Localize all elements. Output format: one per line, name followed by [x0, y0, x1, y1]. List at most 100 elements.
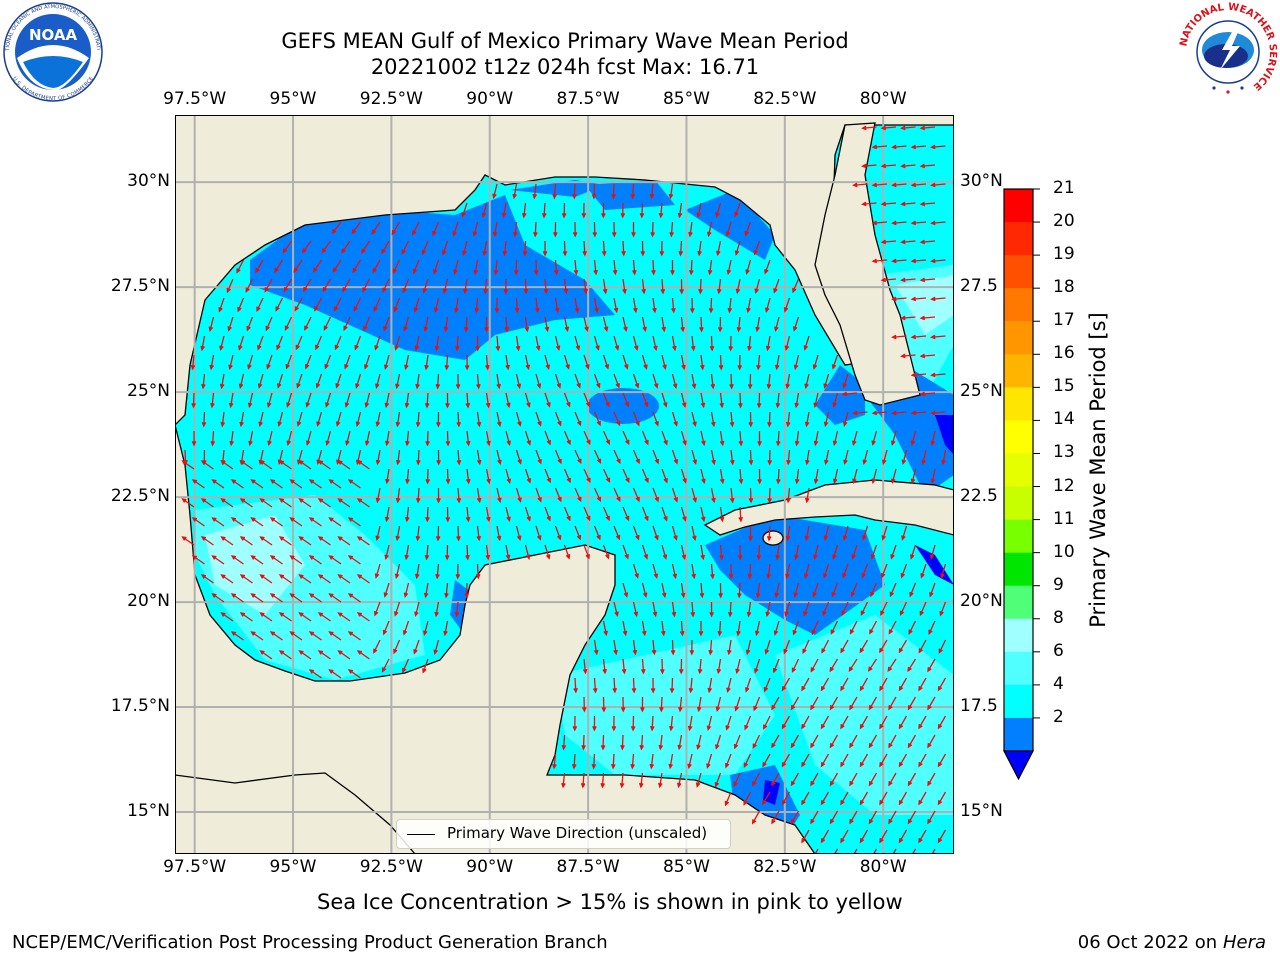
wave-arrow	[574, 525, 582, 541]
wave-arrow	[829, 696, 839, 711]
wave-arrow	[810, 734, 819, 749]
wave-arrow	[229, 430, 234, 447]
wave-arrow	[415, 411, 421, 428]
wave-arrow	[751, 810, 761, 825]
wave-arrow	[774, 316, 780, 333]
wave-arrow	[574, 411, 582, 427]
wave-arrow	[862, 525, 869, 541]
wave-arrow	[554, 373, 562, 389]
wave-arrow	[859, 639, 869, 654]
wave-arrow	[880, 601, 888, 616]
wave-arrow	[513, 221, 518, 238]
colorbar-frame	[1003, 188, 1034, 752]
wave-arrow	[415, 487, 421, 504]
wave-arrow	[289, 631, 303, 641]
wave-arrow	[668, 715, 674, 732]
wave-arrow	[622, 392, 630, 408]
wave-arrow	[853, 848, 858, 854]
wave-arrow	[535, 487, 542, 503]
wave-arrow	[476, 449, 482, 466]
wave-arrow	[804, 487, 810, 504]
wave-arrow	[688, 677, 694, 694]
wave-arrow	[533, 259, 539, 276]
wave-arrow	[513, 259, 519, 276]
wave-arrow	[455, 335, 460, 352]
wave-arrow	[211, 479, 225, 489]
wave-arrow	[729, 487, 735, 504]
wave-arrow	[841, 601, 849, 617]
wave-arrow	[651, 259, 656, 276]
wave-arrow	[574, 449, 582, 465]
wave-arrow	[861, 163, 877, 169]
wave-arrow	[719, 506, 725, 523]
wave-arrow	[700, 430, 706, 447]
wave-arrow	[356, 612, 370, 622]
wave-arrow	[652, 525, 659, 541]
wave-arrow	[341, 240, 351, 254]
wave-arrow	[813, 544, 819, 561]
wave-arrow	[591, 753, 597, 770]
wave-arrow	[652, 335, 658, 352]
wave-arrow	[700, 354, 705, 371]
wave-arrow	[356, 460, 370, 470]
wave-arrow	[790, 772, 800, 787]
wave-arrow	[784, 335, 791, 352]
wave-arrow	[422, 658, 429, 674]
wave-arrow	[275, 297, 284, 312]
wave-arrow	[730, 449, 735, 466]
wave-arrow	[801, 715, 810, 730]
wave-arrow	[259, 650, 273, 660]
wave-arrow	[898, 677, 908, 692]
wave-arrow	[880, 125, 897, 131]
period-band-9s	[205, 275, 954, 615]
wave-arrow	[502, 240, 508, 257]
wave-arrow	[918, 791, 927, 806]
wave-arrow	[900, 563, 908, 579]
lat-tick-right-0: 30°N	[960, 171, 1003, 192]
colorbar-tick-11: 10	[1053, 541, 1075, 562]
wave-arrow	[347, 479, 361, 489]
wave-arrow	[632, 449, 640, 465]
wave-arrow	[880, 163, 897, 169]
wave-arrow	[602, 620, 608, 637]
wave-arrow	[696, 734, 702, 751]
wave-arrow	[476, 373, 481, 390]
wave-arrow	[361, 240, 371, 255]
wave-arrow	[907, 734, 917, 749]
footer-date: 06 Oct 2022 on	[1077, 932, 1223, 953]
wave-arrow	[600, 772, 606, 789]
wave-arrow	[239, 460, 253, 470]
wave-arrow	[328, 669, 342, 679]
wave-arrow	[374, 335, 381, 351]
wave-arrow	[553, 259, 559, 276]
wave-arrow	[649, 183, 655, 200]
wave-arrow	[395, 487, 401, 504]
wave-arrow	[613, 411, 621, 427]
wave-arrow	[763, 715, 771, 730]
wave-arrow	[515, 335, 521, 352]
wave-arrow	[652, 373, 659, 389]
wave-arrow	[600, 734, 606, 751]
wave-arrow	[544, 430, 551, 446]
wave-arrow	[867, 658, 878, 672]
wave-arrow	[436, 449, 441, 466]
wave-arrow	[563, 468, 571, 484]
wave-arrow	[871, 410, 888, 416]
wave-arrow	[871, 468, 878, 484]
wave-arrow	[298, 650, 312, 660]
wave-arrow	[771, 772, 780, 787]
wave-arrow	[269, 555, 283, 565]
wave-arrow	[455, 373, 461, 390]
colorbar-swatch-15	[1004, 684, 1033, 719]
wave-arrow	[435, 563, 440, 580]
wave-arrow	[414, 563, 420, 580]
wave-arrow	[729, 373, 734, 390]
wave-arrow	[382, 620, 390, 636]
colorbar-tick-5: 16	[1053, 343, 1075, 364]
wave-arrow	[849, 620, 858, 635]
sea-ice-note: Sea Ice Concentration > 15% is shown in …	[317, 890, 903, 914]
wave-arrow	[840, 753, 849, 768]
wave-arrow	[899, 601, 908, 617]
wave-arrow	[413, 639, 420, 655]
wave-arrow	[572, 715, 578, 732]
